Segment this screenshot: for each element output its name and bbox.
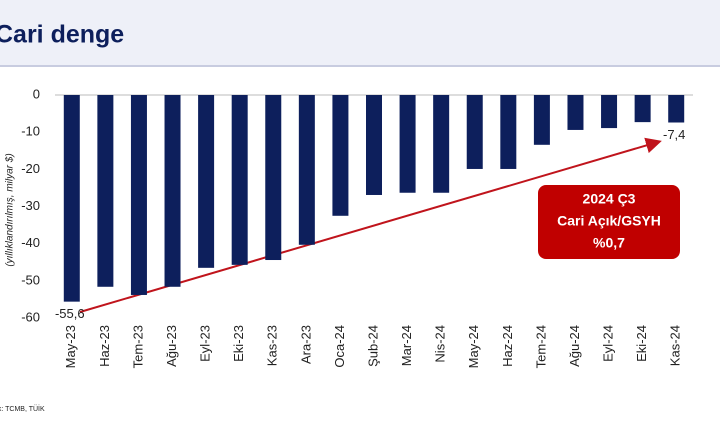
x-tick-label: Tem-23	[130, 325, 145, 368]
x-tick-label: Ağu-24	[567, 325, 582, 367]
x-tick-label: Şub-24	[365, 325, 380, 367]
x-tick-label: Haz-24	[500, 325, 515, 367]
header-band	[0, 0, 720, 66]
bar	[366, 95, 382, 195]
annotation-text: Cari Açık/GSYH	[557, 213, 661, 229]
bar	[466, 95, 483, 169]
y-axis-label: (yıllıklandırılmış, milyar $)	[5, 153, 16, 266]
y-tick-label: -40	[21, 235, 40, 250]
bar	[533, 95, 550, 145]
y-tick-label: -20	[21, 161, 40, 176]
y-tick-label: -60	[21, 309, 40, 324]
y-tick-label: -10	[21, 124, 40, 139]
bar	[500, 95, 517, 169]
x-tick-label: Ara-23	[298, 325, 313, 364]
bar	[130, 95, 147, 295]
annotation-text: 2024 Ç3	[583, 191, 636, 207]
x-tick-label: Eki-23	[231, 325, 246, 362]
bar	[567, 95, 584, 130]
x-tick-label: Ağu-23	[164, 325, 179, 367]
bar	[634, 95, 651, 123]
x-tick-label: Nis-24	[433, 325, 448, 363]
x-tick-label: Haz-23	[97, 325, 112, 367]
bar	[298, 95, 315, 245]
bar	[63, 95, 80, 302]
value-label: -7,4	[663, 127, 685, 142]
x-tick-label: Eki-24	[634, 325, 649, 362]
bar	[433, 95, 450, 193]
x-tick-label: Tem-24	[533, 325, 548, 368]
bar	[198, 95, 215, 268]
source: Kaynak: TCMB, TÜİK	[0, 404, 45, 413]
bar	[332, 95, 349, 216]
annotation-box	[538, 185, 680, 259]
bar	[399, 95, 416, 193]
bar	[668, 95, 685, 123]
y-tick-label: 0	[33, 86, 40, 101]
bar	[164, 95, 181, 287]
chart-title: Cari denge	[0, 21, 124, 49]
bar	[231, 95, 248, 265]
x-tick-label: Eyl-23	[198, 325, 213, 362]
y-tick-label: -30	[21, 198, 40, 213]
annotation-text: %0,7	[593, 235, 625, 251]
x-tick-label: May-23	[63, 325, 78, 368]
bar	[97, 95, 114, 287]
x-tick-label: Mar-24	[399, 325, 414, 366]
x-tick-label: Kas-23	[265, 325, 280, 366]
x-tick-label: Oca-24	[332, 325, 347, 368]
value-label: -55,6	[55, 306, 85, 321]
bar	[601, 95, 618, 129]
x-tick-label: Kas-24	[668, 325, 683, 366]
x-tick-label: Eyl-24	[600, 325, 615, 362]
bar	[265, 95, 282, 261]
x-tick-label: May-24	[466, 325, 481, 368]
y-tick-label: -50	[21, 272, 40, 287]
